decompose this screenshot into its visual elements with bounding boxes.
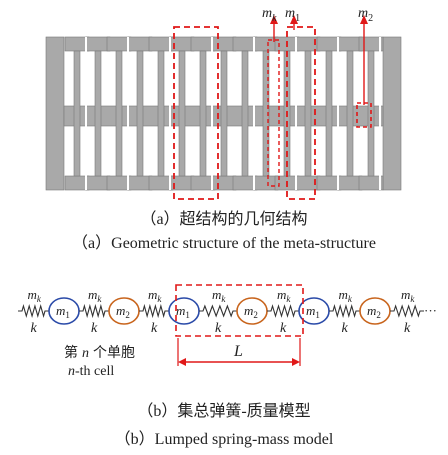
spring-mass-label: mk <box>148 287 162 304</box>
cell-label-cn: 第 n 个单胞 <box>64 344 135 361</box>
structure-vertical-stem <box>115 50 123 177</box>
spring <box>139 303 169 319</box>
structure-bottom-flange <box>85 175 111 191</box>
caption-b-english: （b）Lumped spring-mass model <box>114 431 334 448</box>
arrow-mk <box>270 15 278 42</box>
spring-mass-label: mk <box>212 287 226 304</box>
spring-mass-label: mk <box>339 287 353 304</box>
structure-bottom-flange <box>295 175 321 191</box>
structure-vertical-stem <box>304 50 312 177</box>
unit-cell-highlight-box <box>173 26 219 200</box>
structure-bottom-flange <box>337 175 363 191</box>
spring <box>329 304 360 318</box>
structure-vertical-stem <box>157 50 165 177</box>
structure-gap <box>295 37 297 190</box>
caption-a-english: （a）Geometric structure of the meta-struc… <box>72 235 376 252</box>
arrow-m1 <box>290 15 298 30</box>
label-mk: mk <box>262 6 277 24</box>
structure-vertical-stem <box>220 50 228 177</box>
mass-label-m1: m1 <box>56 303 70 320</box>
label-m2: m2 <box>358 6 373 24</box>
mass-m1-highlight-box <box>286 26 316 200</box>
structure-gap <box>337 37 339 190</box>
spring-mass-label: mk <box>88 287 102 304</box>
spring-stiffness-label: k <box>280 321 287 336</box>
structure-gap <box>85 37 87 190</box>
mass-label-m2: m2 <box>116 303 130 320</box>
spring <box>18 304 49 318</box>
structure-vertical-stem <box>94 50 102 177</box>
spring-stiffness-label: k <box>342 321 349 336</box>
structure-bottom-flange <box>211 175 237 191</box>
mass-label-m2: m2 <box>367 303 381 320</box>
spring <box>390 304 424 318</box>
cell-label-en: n-th cell <box>68 364 114 379</box>
spring-mass-chain: mk k m1 mk k m2 mk k m1 mk k m2 mk k m1 mk k m2 mk k ··· <box>18 287 437 336</box>
structure-vertical-stem <box>325 50 333 177</box>
spring <box>199 304 237 318</box>
structure-right-bar <box>382 36 402 191</box>
caption-b-chinese: （b）集总弹簧-质量模型 <box>137 403 311 420</box>
structure-bottom-flange <box>253 175 279 191</box>
spring-mass-label: mk <box>277 287 291 304</box>
spring-stiffness-label: k <box>91 321 98 336</box>
length-L-dimension <box>177 338 301 366</box>
structure-vertical-stem <box>199 50 207 177</box>
chain-unit-cell-box <box>175 284 304 337</box>
structure-gap <box>211 37 213 190</box>
structure-vertical-stem <box>136 50 144 177</box>
spring-stiffness-label: k <box>215 321 222 336</box>
structure-top-flange <box>337 36 363 52</box>
structure-gap <box>169 37 171 190</box>
structure-bottom-flange <box>127 175 153 191</box>
chain-continuation-dots: ··· <box>424 303 437 318</box>
structure-vertical-stem <box>262 50 270 177</box>
structure-vertical-stem <box>346 50 354 177</box>
structure-gap <box>253 37 255 190</box>
spring-stiffness-label: k <box>404 321 411 336</box>
label-m1: m1 <box>285 6 300 24</box>
spring-mass-label: mk <box>28 287 42 304</box>
structure-top-flange <box>127 36 153 52</box>
mass-label-m1: m1 <box>176 303 190 320</box>
structure-vertical-stem <box>73 50 81 177</box>
length-L-label: L <box>233 343 243 360</box>
structure-top-flange <box>295 36 321 52</box>
spring-mass-label: mk <box>401 287 415 304</box>
structure-vertical-stem <box>178 50 186 177</box>
spring <box>79 303 109 319</box>
spring-stiffness-label: k <box>151 321 158 336</box>
spring-mk-highlight-box <box>267 39 280 187</box>
caption-a-chinese: （a）超结构的几何结构 <box>140 211 308 228</box>
structure-left-bar <box>45 36 65 191</box>
structure-gap <box>379 37 381 190</box>
mass-label-m2: m2 <box>244 303 258 320</box>
meta-structure-geometry <box>45 36 402 191</box>
structure-top-flange <box>85 36 111 52</box>
structure-top-flange <box>211 36 237 52</box>
spring-stiffness-label: k <box>31 321 38 336</box>
spring <box>267 304 299 318</box>
structure-vertical-stem <box>241 50 249 177</box>
mass-label-m1: m1 <box>306 303 320 320</box>
structure-gap <box>127 37 129 190</box>
arrow-m2 <box>360 15 368 105</box>
